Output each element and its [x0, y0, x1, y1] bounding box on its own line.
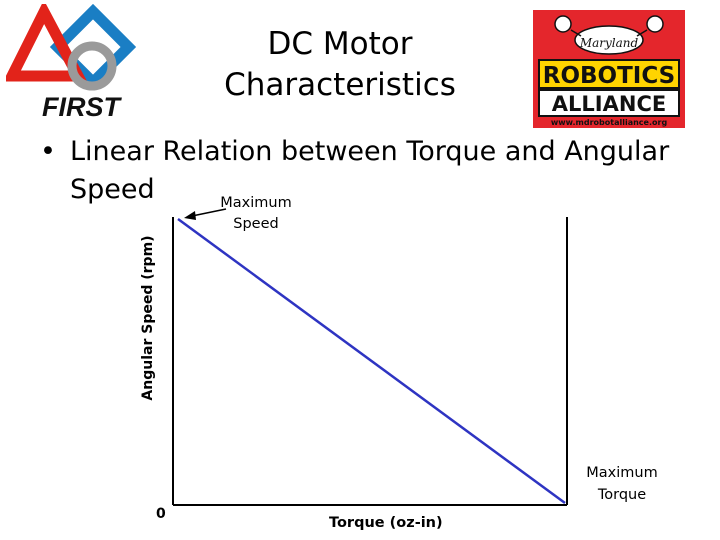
bullet-point: • Linear Relation between Torque and Angu… [40, 133, 700, 209]
max-speed-annotation: Maximum Speed [218, 193, 294, 235]
max-speed-line2: Speed [233, 216, 279, 232]
mra-url-text: www.mdrobotalliance.org [551, 118, 668, 127]
slide-title: DC Motor Characteristics [190, 24, 490, 106]
max-speed-line1: Maximum [220, 195, 292, 211]
y-axis-label: Angular Speed (rpm) [140, 235, 156, 401]
x-axis-label: Torque (oz-in) [329, 515, 443, 531]
first-logo-text: FIRST [42, 92, 123, 122]
mra-alliance-banner [538, 89, 680, 117]
slide-title-line2: Characteristics [224, 67, 456, 103]
mra-robotics-text: ROBOTICS [543, 63, 675, 89]
mra-alliance-text: ALLIANCE [552, 92, 666, 116]
bullet-line2: Speed [70, 174, 155, 205]
speed-torque-line [177, 217, 566, 505]
first-logo-shapes [6, 4, 136, 91]
mra-maryland-text: Maryland [579, 36, 639, 50]
slide-title-line1: DC Motor [267, 26, 413, 62]
crab-icon [554, 15, 664, 55]
max-torque-line1: Maximum [586, 465, 658, 481]
bullet-line1: Linear Relation between Torque and Angul… [70, 136, 670, 167]
origin-label: 0 [156, 506, 166, 522]
max-torque-annotation: Maximum Torque [576, 462, 668, 506]
first-logo: FIRST [6, 4, 136, 122]
mra-robotics-banner [538, 59, 680, 89]
max-speed-arrowhead [184, 211, 196, 220]
mra-logo: Maryland ROBOTICS ALLIANCE www.mdrobotal… [533, 10, 685, 128]
max-speed-arrow [191, 208, 227, 217]
bullet-symbol: • [40, 136, 56, 167]
max-torque-line2: Torque [597, 487, 647, 503]
